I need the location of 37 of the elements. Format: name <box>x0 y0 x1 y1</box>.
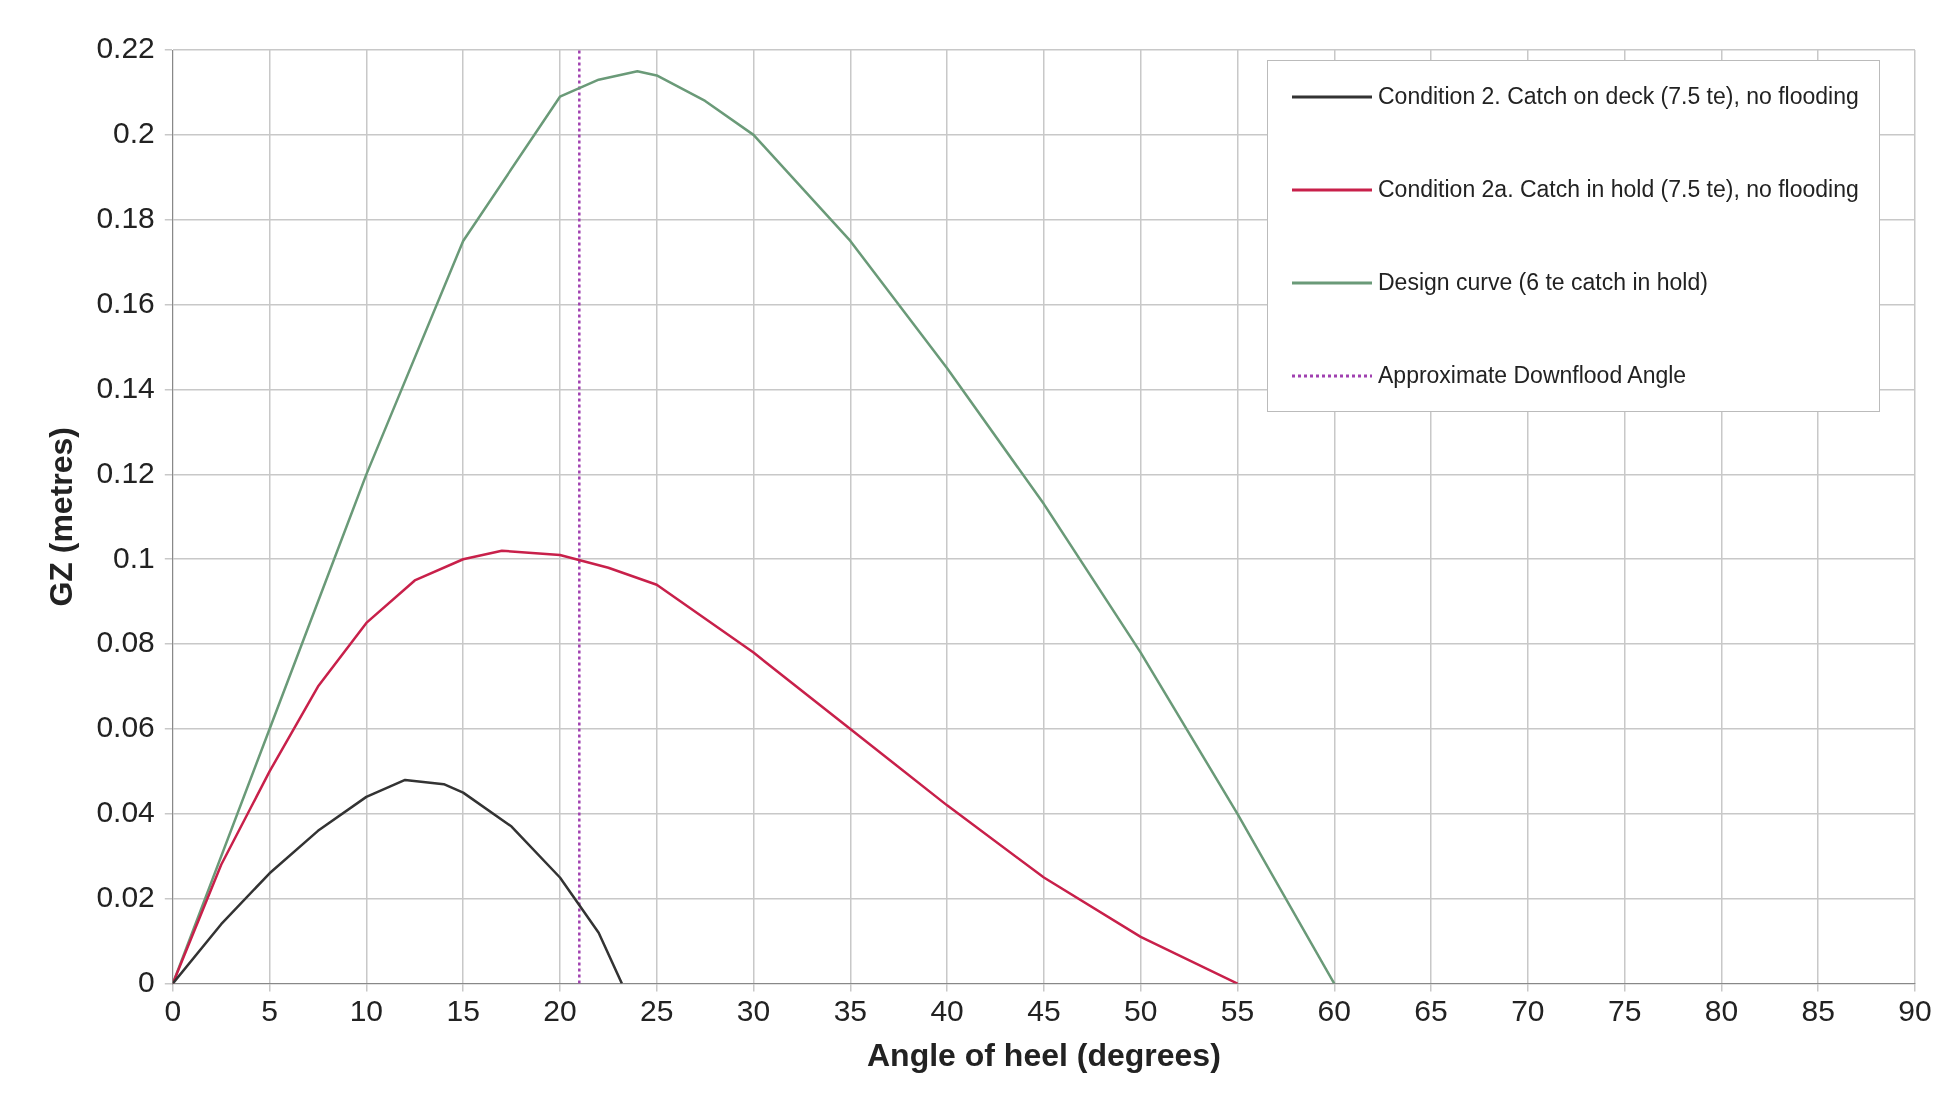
x-tick-label: 90 <box>1898 993 1932 1027</box>
x-tick-label: 30 <box>736 993 771 1027</box>
y-tick-label: 0.12 <box>96 455 155 489</box>
x-tick-label: 75 <box>1607 993 1642 1027</box>
legend-label: Condition 2. Catch on deck (7.5 te), no flooding <box>1378 83 1859 110</box>
x-tick-label: 40 <box>930 993 964 1027</box>
x-tick-label: 45 <box>1027 993 1061 1027</box>
y-tick-label: 0.02 <box>96 879 155 913</box>
legend-label: Design curve (6 te catch in hold) <box>1378 269 1708 296</box>
y-tick-label: 0.2 <box>113 116 155 150</box>
x-tick-label: 5 <box>261 993 278 1027</box>
x-tick-label: 80 <box>1704 993 1739 1027</box>
y-tick-label: 0 <box>138 964 155 998</box>
x-axis-title: Angle of heel (degrees) <box>866 1036 1221 1073</box>
y-tick-label: 0.18 <box>96 201 155 235</box>
x-tick-label: 0 <box>164 993 182 1027</box>
legend-label: Approximate Downflood Angle <box>1378 362 1687 389</box>
y-tick-label: 0.1 <box>113 540 155 574</box>
x-tick-label: 65 <box>1414 993 1448 1027</box>
x-tick-label: 85 <box>1801 993 1835 1027</box>
x-tick-label: 70 <box>1511 993 1545 1027</box>
x-tick-label: 55 <box>1220 993 1255 1027</box>
x-tick-label: 35 <box>833 993 867 1027</box>
x-tick-label: 15 <box>446 993 480 1027</box>
y-tick-label: 0.16 <box>96 285 155 319</box>
y-axis-title: GZ (metres) <box>43 427 80 607</box>
y-tick-label: 0.08 <box>96 625 155 659</box>
y-tick-label: 0.04 <box>96 795 155 829</box>
x-tick-label: 10 <box>349 993 384 1027</box>
x-tick-label: 20 <box>543 993 577 1027</box>
legend-label: Condition 2a. Catch in hold (7.5 te), no flooding <box>1378 176 1859 203</box>
x-tick-label: 60 <box>1317 993 1351 1027</box>
y-tick-label: 0.14 <box>96 370 155 404</box>
x-tick-label: 25 <box>640 993 674 1027</box>
y-tick-label: 0.06 <box>96 710 155 744</box>
x-tick-label: 50 <box>1124 993 1158 1027</box>
y-tick-label: 0.22 <box>96 31 155 65</box>
